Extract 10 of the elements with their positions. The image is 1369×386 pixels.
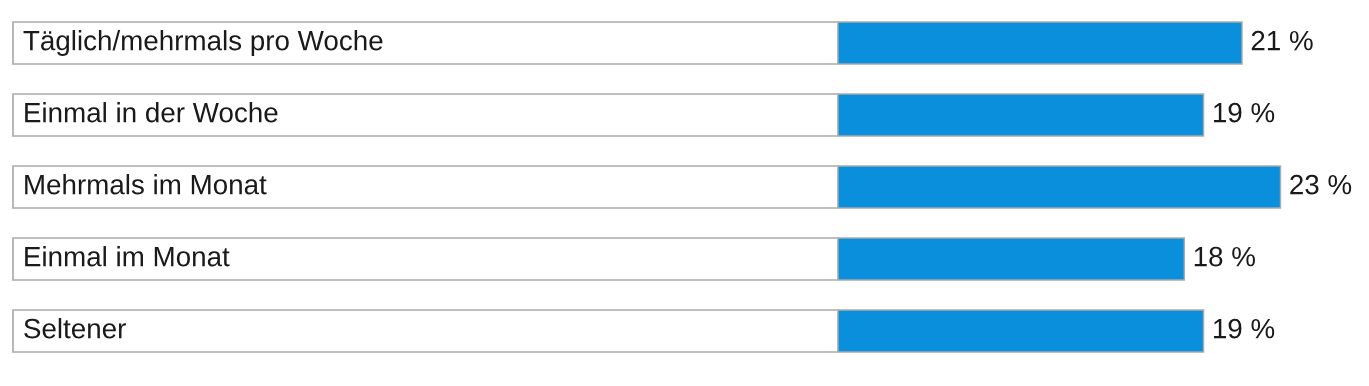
data-label: 23 % [1290,174,1352,195]
data-label: 19 % [1213,318,1275,339]
y-tick-label: Einmal in der Woche [25,102,278,123]
data-label: 19 % [1213,102,1275,123]
data-label: 18 % [1194,246,1255,267]
y-tick-label: Mehrmals im Monat [25,174,267,195]
data-label: 21 % [1251,30,1313,51]
y-tick-label: Einmal im Monat [25,246,230,267]
y-tick-label: Täglich/mehrmals pro Woche [23,30,383,56]
y-tick-label: Seltener [24,318,126,339]
